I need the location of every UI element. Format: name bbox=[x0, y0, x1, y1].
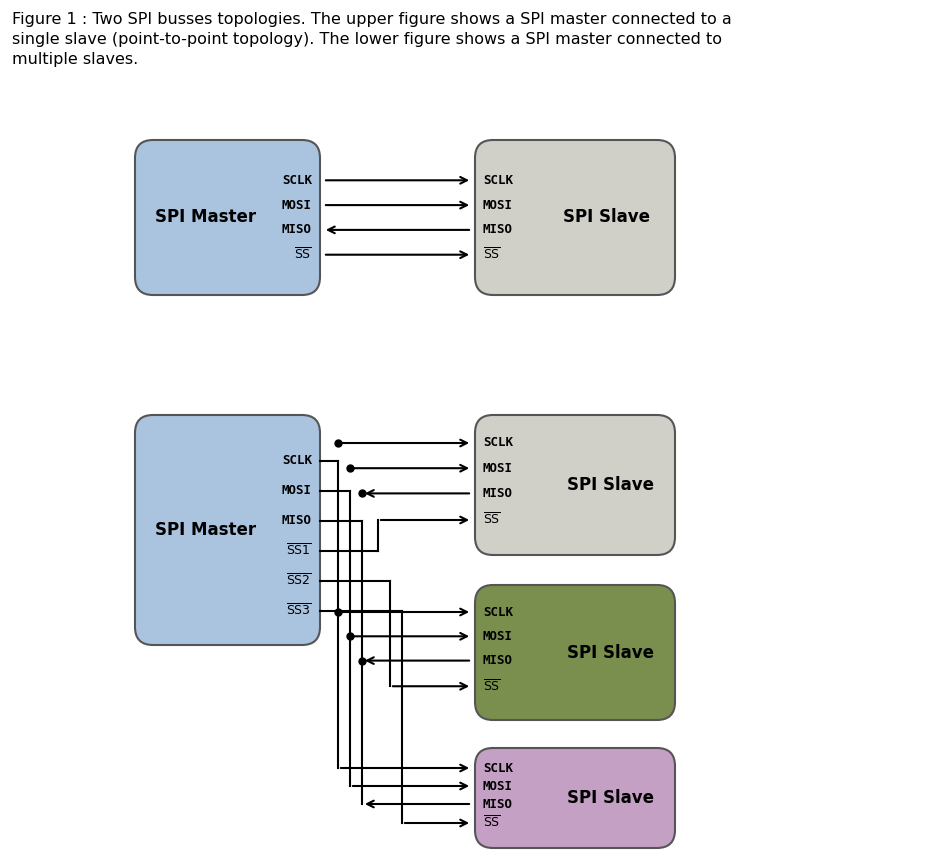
FancyBboxPatch shape bbox=[474, 748, 675, 848]
Text: MOSI: MOSI bbox=[483, 779, 512, 792]
Text: MISO: MISO bbox=[483, 223, 512, 236]
Text: MOSI: MOSI bbox=[282, 198, 312, 211]
Text: SPI Slave: SPI Slave bbox=[567, 643, 654, 662]
Text: MISO: MISO bbox=[483, 654, 512, 667]
Text: MOSI: MOSI bbox=[483, 198, 512, 211]
Text: MISO: MISO bbox=[483, 487, 512, 500]
Text: SCLK: SCLK bbox=[282, 174, 312, 187]
Text: MISO: MISO bbox=[282, 514, 312, 527]
Text: MISO: MISO bbox=[282, 223, 312, 236]
FancyBboxPatch shape bbox=[474, 585, 675, 720]
Text: $\overline{\rm SS2}$: $\overline{\rm SS2}$ bbox=[286, 573, 312, 588]
Text: Figure 1 : Two SPI busses topologies. The upper figure shows a SPI master connec: Figure 1 : Two SPI busses topologies. Th… bbox=[12, 12, 731, 27]
Text: SCLK: SCLK bbox=[483, 174, 512, 187]
Text: SCLK: SCLK bbox=[483, 436, 512, 449]
Text: $\overline{\rm SS}$: $\overline{\rm SS}$ bbox=[294, 247, 312, 262]
FancyBboxPatch shape bbox=[135, 415, 319, 645]
FancyBboxPatch shape bbox=[474, 415, 675, 555]
Text: SPI Master: SPI Master bbox=[155, 521, 255, 539]
Text: $\overline{\rm SS1}$: $\overline{\rm SS1}$ bbox=[286, 543, 312, 559]
Text: SCLK: SCLK bbox=[282, 455, 312, 468]
Text: MISO: MISO bbox=[483, 798, 512, 811]
Text: multiple slaves.: multiple slaves. bbox=[12, 52, 138, 67]
Text: SPI Master: SPI Master bbox=[155, 209, 255, 227]
Text: $\overline{\rm SS}$: $\overline{\rm SS}$ bbox=[483, 247, 500, 262]
Text: single slave (point-to-point topology). The lower figure shows a SPI master conn: single slave (point-to-point topology). … bbox=[12, 32, 721, 47]
Text: $\overline{\rm SS}$: $\overline{\rm SS}$ bbox=[483, 815, 500, 830]
Text: SCLK: SCLK bbox=[483, 761, 512, 774]
FancyBboxPatch shape bbox=[135, 140, 319, 295]
Text: $\overline{\rm SS}$: $\overline{\rm SS}$ bbox=[483, 513, 500, 527]
Text: MOSI: MOSI bbox=[483, 630, 512, 643]
Text: $\overline{\rm SS3}$: $\overline{\rm SS3}$ bbox=[286, 603, 312, 618]
Text: SPI Slave: SPI Slave bbox=[567, 789, 654, 807]
FancyBboxPatch shape bbox=[474, 140, 675, 295]
Text: MOSI: MOSI bbox=[483, 462, 512, 475]
Text: SPI Slave: SPI Slave bbox=[567, 476, 654, 494]
Text: $\overline{\rm SS}$: $\overline{\rm SS}$ bbox=[483, 679, 500, 694]
Text: MOSI: MOSI bbox=[282, 484, 312, 497]
Text: SPI Slave: SPI Slave bbox=[563, 209, 650, 227]
Text: SCLK: SCLK bbox=[483, 605, 512, 618]
